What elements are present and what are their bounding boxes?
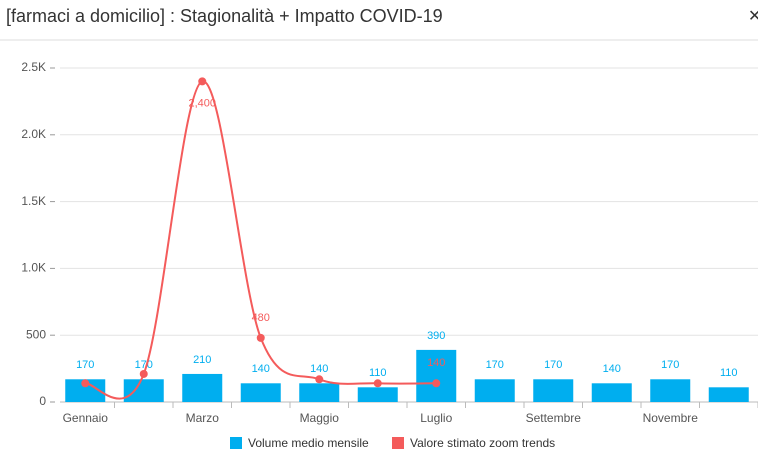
line-point: [198, 77, 207, 86]
bar: [533, 379, 574, 402]
line-point: [81, 379, 90, 388]
bar: [299, 383, 340, 402]
bar-value-label: 390: [427, 330, 445, 342]
bar: [182, 373, 223, 402]
bar-value-label: 170: [76, 359, 94, 371]
bar: [240, 383, 281, 402]
x-tick-label: Marzo: [186, 411, 220, 425]
x-tick-label: Luglio: [420, 411, 452, 425]
y-tick-label: 1.0K: [21, 261, 46, 275]
y-tick-label: 1.5K: [21, 194, 46, 208]
bar: [123, 379, 164, 402]
bar-value-label: 170: [661, 359, 679, 371]
y-tick-label: 2.5K: [21, 60, 46, 74]
line-point: [256, 333, 265, 342]
bar-value-label: 110: [369, 367, 387, 379]
bar-value-label: 140: [252, 363, 270, 375]
bar-value-label: 170: [135, 359, 153, 371]
bar: [416, 349, 457, 402]
y-tick-label: 0: [39, 394, 46, 408]
x-tick-label: Maggio: [300, 411, 340, 425]
line-value-label: 140: [427, 357, 445, 369]
bar-value-label: 170: [544, 359, 562, 371]
legend-label: Valore stimato zoom trends: [410, 436, 555, 450]
legend-swatch: [392, 437, 404, 449]
line-point: [432, 379, 441, 388]
bar-value-label: 140: [603, 363, 621, 375]
y-tick-label: 500: [26, 327, 46, 341]
bar-value-label: 210: [193, 354, 211, 366]
bar-value-label: 170: [486, 359, 504, 371]
bar-value-label: 140: [310, 363, 328, 375]
line-point: [315, 375, 324, 384]
bar-value-label: 110: [720, 367, 738, 379]
bar: [65, 379, 106, 402]
legend-label: Volume medio mensile: [248, 436, 369, 450]
bar: [650, 379, 691, 402]
bar: [357, 387, 398, 402]
close-button[interactable]: ✕: [748, 8, 758, 25]
bar: [708, 387, 749, 402]
line-point: [373, 379, 382, 388]
x-tick-label: Novembre: [643, 411, 699, 425]
x-tick-label: Settembre: [526, 411, 582, 425]
legend-swatch: [230, 437, 242, 449]
line-value-label: 2,400: [188, 97, 216, 109]
x-tick-label: Gennaio: [63, 411, 109, 425]
bar: [474, 379, 515, 402]
y-tick-label: 2.0K: [21, 127, 46, 141]
line: [85, 80, 437, 400]
line-value-label: 480: [252, 312, 270, 324]
chart-title: [farmaci a domicilio] : Stagionalità + I…: [6, 6, 443, 26]
bar: [591, 383, 632, 402]
line-point: [139, 369, 148, 378]
